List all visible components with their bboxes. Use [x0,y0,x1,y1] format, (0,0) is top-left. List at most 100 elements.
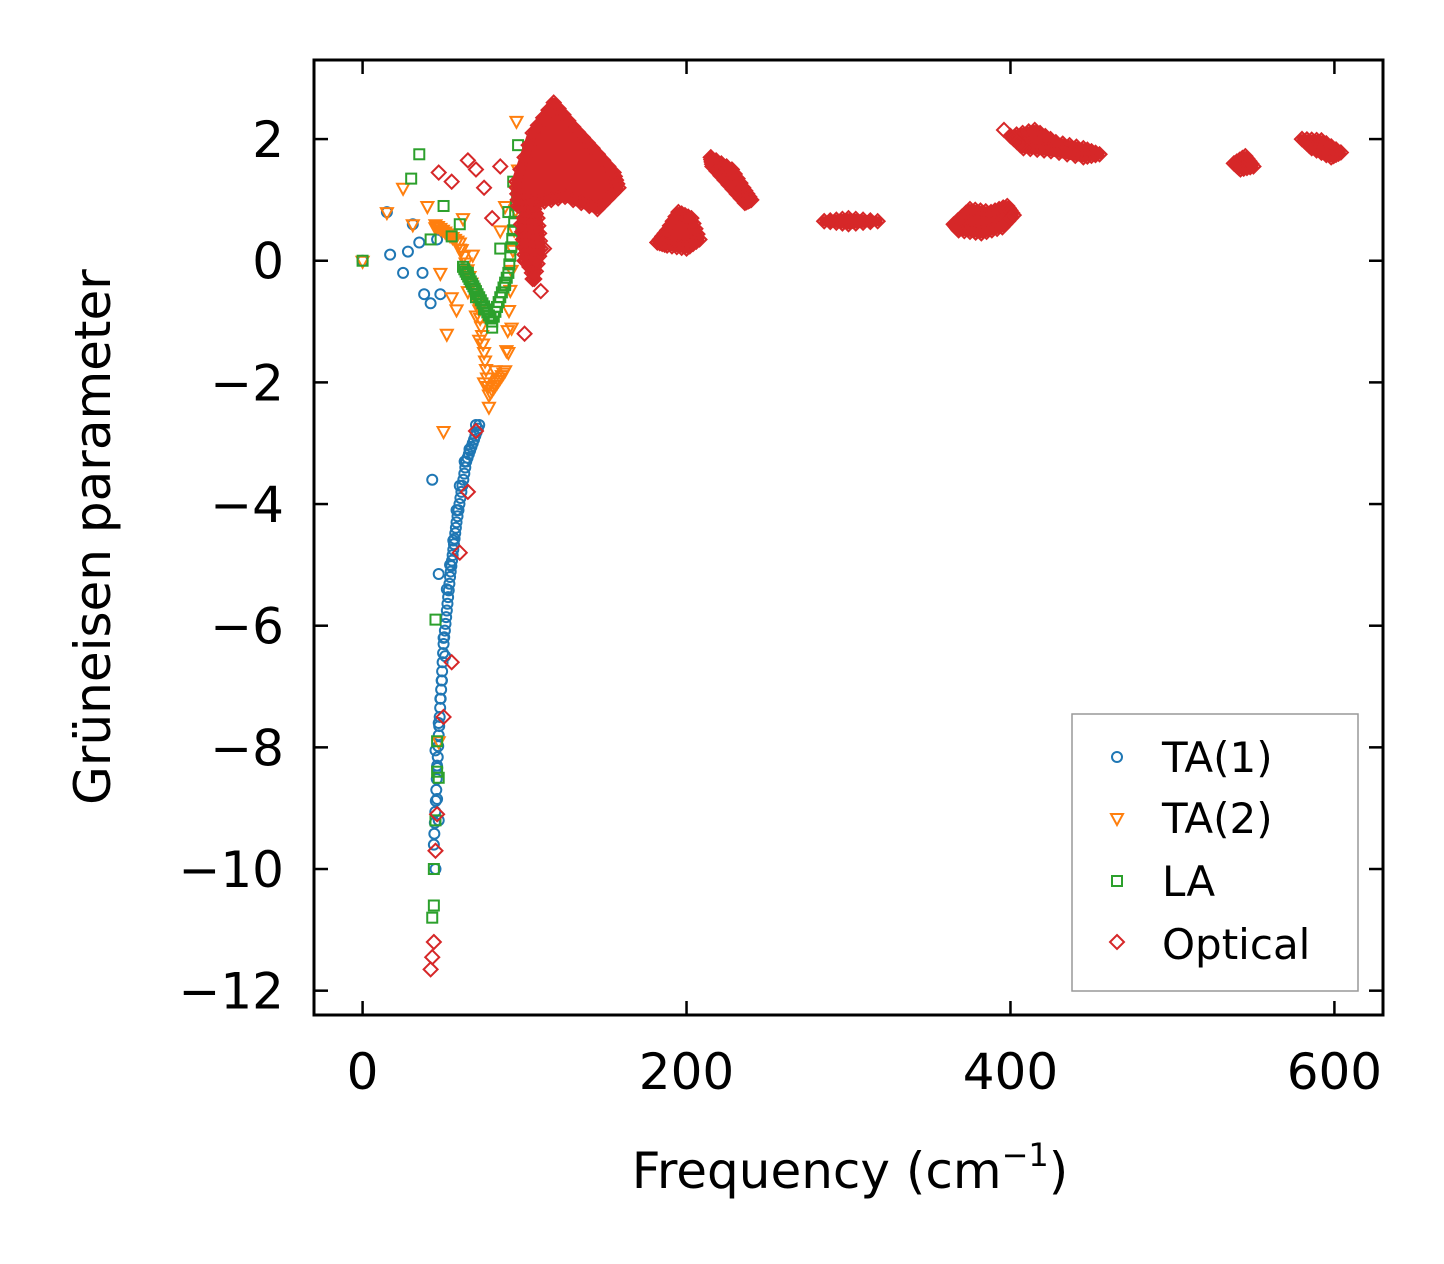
point-ta2 [500,346,517,362]
point-ta2 [471,334,487,349]
point-ta2 [473,321,489,336]
x-tick-label: 200 [639,1043,734,1101]
point-ta1 [454,491,467,504]
point-ta1 [445,560,458,573]
point-ta1 [384,248,397,261]
point-optical [483,209,501,227]
point-optical [712,167,729,184]
x-axis-label-superscript: −1 [1002,1136,1049,1174]
point-optical [516,246,533,264]
point-ta1 [431,793,444,806]
point-ta2 [487,365,504,380]
point-optical [993,218,1011,236]
point-optical [679,208,697,226]
point-ta2 [432,267,449,282]
point-optical [1002,127,1019,145]
point-optical [529,217,547,235]
point-ta2 [503,322,520,337]
x-axis-label-main: Frequency (cm [632,1142,1002,1200]
point-optical [520,136,538,154]
point-optical [986,202,1004,219]
point-la [432,771,445,784]
point-optical [995,121,1013,139]
point-la [504,249,517,262]
point-ta1 [458,455,471,468]
point-ta2 [497,365,513,380]
point-la [486,321,499,334]
point-optical [1078,141,1096,159]
point-optical [525,200,543,218]
point-optical [467,161,485,178]
point-la [424,233,437,246]
point-la [512,139,525,152]
point-ta2 [455,250,472,265]
y-tick-label: −4 [210,476,284,534]
point-optical [978,223,995,241]
point-optical [982,203,1000,221]
point-la [427,899,440,912]
point-ta2 [439,328,455,343]
point-la [494,242,507,255]
y-tick-label: −10 [178,841,284,899]
legend-entry-optical: Optical [1108,920,1310,969]
point-optical [435,708,452,726]
point-optical [459,151,477,169]
y-tick-label: −6 [210,598,284,656]
point-optical [1225,154,1243,172]
legend: TA(1) TA(2) LA Optical [1071,713,1359,992]
point-optical [516,325,533,343]
point-optical [532,240,550,257]
point-optical [1015,139,1032,157]
point-optical [607,171,625,189]
y-tick-label: 2 [252,111,284,169]
legend-entry-la: LA [1111,857,1215,906]
point-optical [945,215,963,233]
point-ta2 [476,346,492,362]
point-ta2 [443,292,460,307]
point-optical [532,282,550,300]
point-optical [651,234,669,252]
point-ta2 [448,304,465,319]
point-la [405,172,418,185]
point-la [502,206,515,219]
point-optical [988,220,1006,238]
point-la [431,735,444,748]
point-ta1 [450,504,463,517]
point-ta2 [481,401,497,416]
point-ta1 [441,597,454,610]
point-optical [702,151,720,169]
point-optical [589,200,606,218]
point-optical [653,235,671,253]
point-optical [427,842,444,860]
y-tick-label: 0 [252,233,284,291]
point-optical [1005,130,1023,148]
point-ta2 [501,305,517,320]
point-ta2 [405,219,421,234]
point-ta2 [476,377,492,392]
point-optical [423,948,441,966]
point-optical [1011,136,1029,154]
point-optical [425,933,443,951]
legend-label-optical: Optical [1162,920,1310,969]
point-la [426,911,439,924]
point-optical [443,653,461,671]
point-ta1 [432,567,445,580]
point-ta1 [401,245,414,258]
point-optical [475,179,493,197]
legend-marker-ta1 [1111,751,1123,763]
point-ta1 [426,473,439,486]
series-optical [422,94,1350,978]
point-optical [815,212,833,230]
point-ta1 [413,236,426,249]
point-optical [953,208,971,226]
point-la [429,613,442,626]
point-ta2 [452,243,468,258]
x-tick-label: 400 [963,1043,1058,1101]
point-optical [667,208,685,226]
point-optical [512,161,529,178]
point-optical [564,191,582,209]
point-optical [527,262,545,280]
point-optical [972,202,989,219]
point-optical [516,148,533,166]
point-ta2 [419,200,436,216]
